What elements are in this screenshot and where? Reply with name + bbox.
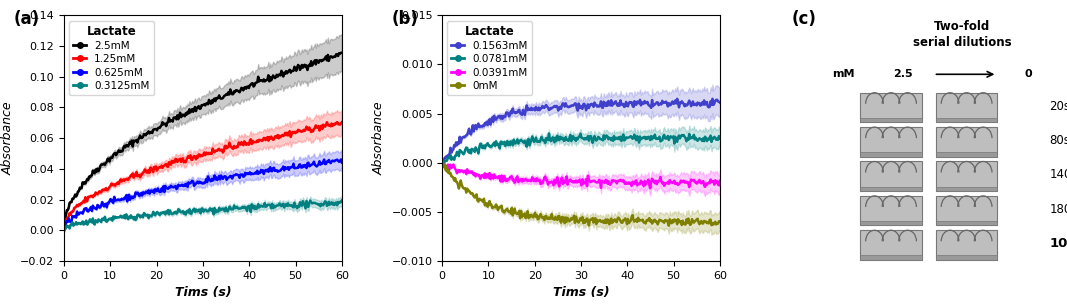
Y-axis label: Absorbance: Absorbance	[372, 101, 386, 175]
Text: 20s: 20s	[1049, 100, 1067, 113]
Text: (a): (a)	[14, 10, 41, 29]
FancyBboxPatch shape	[936, 127, 998, 157]
Text: 180s: 180s	[1049, 203, 1067, 216]
FancyBboxPatch shape	[860, 93, 922, 122]
Text: (c): (c)	[792, 10, 816, 29]
Text: 2.5: 2.5	[893, 69, 912, 79]
Y-axis label: Absorbance: Absorbance	[2, 101, 15, 175]
Bar	[936, 118, 998, 122]
FancyBboxPatch shape	[860, 230, 922, 260]
FancyBboxPatch shape	[936, 93, 998, 122]
Text: (b): (b)	[392, 10, 419, 29]
Bar	[860, 152, 922, 157]
FancyBboxPatch shape	[860, 127, 922, 157]
Bar	[860, 118, 922, 122]
Bar	[936, 255, 998, 260]
Bar	[860, 187, 922, 191]
Legend: 2.5mM, 1.25mM, 0.625mM, 0.3125mM: 2.5mM, 1.25mM, 0.625mM, 0.3125mM	[69, 21, 154, 95]
Bar	[860, 221, 922, 225]
Text: mM: mM	[832, 69, 855, 79]
FancyBboxPatch shape	[860, 196, 922, 225]
Text: 80s: 80s	[1049, 134, 1067, 147]
Legend: 0.1563mM, 0.0781mM, 0.0391mM, 0mM: 0.1563mM, 0.0781mM, 0.0391mM, 0mM	[447, 21, 531, 95]
FancyBboxPatch shape	[936, 161, 998, 191]
Text: 10min: 10min	[1049, 237, 1067, 250]
FancyBboxPatch shape	[936, 230, 998, 260]
Bar	[936, 221, 998, 225]
FancyBboxPatch shape	[936, 196, 998, 225]
Bar	[936, 152, 998, 157]
X-axis label: Tims (s): Tims (s)	[553, 286, 609, 299]
Bar	[860, 255, 922, 260]
Text: 0: 0	[1024, 69, 1032, 79]
Bar	[936, 187, 998, 191]
Text: Two-fold
serial dilutions: Two-fold serial dilutions	[912, 20, 1012, 49]
X-axis label: Tims (s): Tims (s)	[175, 286, 232, 299]
FancyBboxPatch shape	[860, 161, 922, 191]
Text: 140s: 140s	[1049, 169, 1067, 181]
